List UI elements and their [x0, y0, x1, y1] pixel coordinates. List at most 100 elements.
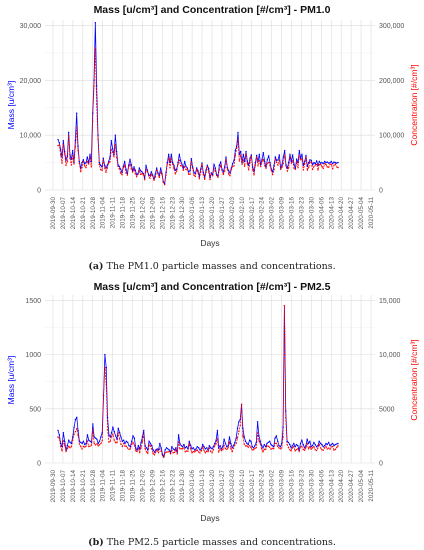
data-point-concentration [98, 163, 101, 166]
data-point-mass [234, 149, 237, 152]
data-point-concentration [100, 442, 102, 445]
data-point-concentration [109, 440, 111, 443]
data-point-mass [73, 161, 75, 164]
data-point-mass [115, 150, 118, 153]
data-point-concentration [77, 434, 79, 437]
data-point-mass [94, 437, 97, 439]
data-point-mass [315, 446, 318, 448]
data-point-mass [294, 167, 297, 169]
data-point-mass [169, 161, 171, 164]
data-point-mass [69, 154, 71, 156]
data-point-concentration [218, 451, 220, 453]
data-point-mass [83, 162, 86, 165]
data-point-mass [227, 444, 229, 447]
data-point-concentration [283, 305, 286, 307]
data-point-mass [143, 177, 146, 179]
data-point-concentration [87, 163, 90, 165]
data-point-mass [110, 139, 113, 142]
x-tick-label: 2020-04-27 [348, 470, 355, 503]
data-point-concentration [121, 445, 124, 448]
data-point-mass [290, 160, 293, 163]
data-point-concentration [265, 167, 267, 169]
data-point-concentration [195, 449, 197, 452]
data-point-concentration [302, 448, 304, 451]
data-point-mass [145, 164, 147, 167]
data-point-mass [286, 167, 289, 169]
data-point-concentration [199, 452, 201, 454]
data-point-concentration [80, 446, 82, 448]
data-point-concentration [262, 451, 264, 453]
data-point-mass [275, 435, 278, 437]
data-point-mass [249, 157, 251, 159]
data-point-concentration [132, 441, 134, 444]
data-point-concentration [157, 452, 160, 454]
data-point-mass [329, 161, 331, 164]
data-point-mass [171, 446, 173, 448]
data-point-mass [297, 161, 299, 164]
data-point-mass [322, 162, 325, 165]
data-point-concentration [322, 167, 325, 170]
data-point-concentration [282, 436, 284, 438]
data-point-mass [255, 154, 258, 157]
data-point-mass [307, 442, 310, 445]
x-tick-label: 2019-12-23 [169, 470, 176, 503]
data-point-concentration [306, 169, 309, 171]
data-point-concentration [180, 448, 182, 450]
data-point-mass [80, 441, 82, 444]
data-point-concentration [145, 168, 147, 171]
data-point-concentration [337, 445, 339, 447]
series-line-concentration [57, 305, 339, 459]
data-point-concentration [102, 395, 105, 397]
x-tick-label: 2020-02-03 [229, 197, 236, 230]
data-point-mass [86, 156, 89, 158]
data-point-concentration [63, 444, 66, 446]
data-point-concentration [98, 444, 101, 446]
x-tick-label: 2019-09-30 [50, 197, 57, 230]
data-point-mass [114, 134, 117, 136]
data-point-concentration [156, 449, 158, 452]
data-point-concentration [101, 169, 103, 172]
data-point-mass [262, 152, 265, 154]
data-point-mass [285, 410, 287, 412]
data-point-concentration [58, 437, 61, 439]
x-tick-label: 2020-04-06 [318, 470, 325, 503]
data-point-concentration [142, 173, 145, 176]
data-point-mass [323, 160, 326, 163]
x-tick-label: 2019-10-07 [60, 197, 67, 230]
data-point-mass [333, 444, 335, 447]
data-point-concentration [330, 163, 333, 166]
data-point-concentration [285, 416, 287, 419]
data-point-mass [218, 447, 220, 449]
x-tick-label: 2020-02-24 [259, 470, 266, 503]
data-point-mass [193, 449, 196, 451]
data-point-concentration [299, 446, 302, 448]
y-tick-label-left: 10,000 [20, 133, 42, 140]
data-point-concentration [255, 446, 257, 449]
y-tick-label-left: 1500 [25, 298, 41, 305]
data-point-mass [178, 153, 181, 156]
data-point-mass [147, 173, 150, 176]
data-point-mass [326, 443, 328, 446]
data-point-mass [252, 447, 255, 449]
data-point-mass [281, 164, 283, 166]
data-point-mass [226, 166, 229, 169]
data-point-mass [181, 446, 184, 448]
data-point-concentration [99, 169, 102, 171]
data-point-mass [73, 426, 75, 428]
data-point-mass [228, 436, 231, 438]
data-point-mass [58, 434, 61, 436]
data-point-mass [317, 444, 319, 447]
caption-a-label: (a) [88, 261, 103, 272]
data-point-concentration [89, 445, 91, 447]
y-tick-label-right: 200,000 [379, 78, 404, 85]
data-point-mass [314, 443, 316, 446]
data-point-concentration [199, 171, 202, 173]
data-point-mass [246, 160, 249, 162]
data-point-mass [59, 442, 62, 445]
data-point-mass [275, 159, 278, 162]
data-point-concentration [310, 448, 312, 450]
data-point-concentration [248, 445, 251, 447]
x-axis: 2019-09-30 2019-10-07 2019-10-14 2019-10-21… [50, 470, 375, 503]
data-point-concentration [119, 172, 122, 174]
x-tick-label: 2020-05-04 [358, 470, 365, 503]
